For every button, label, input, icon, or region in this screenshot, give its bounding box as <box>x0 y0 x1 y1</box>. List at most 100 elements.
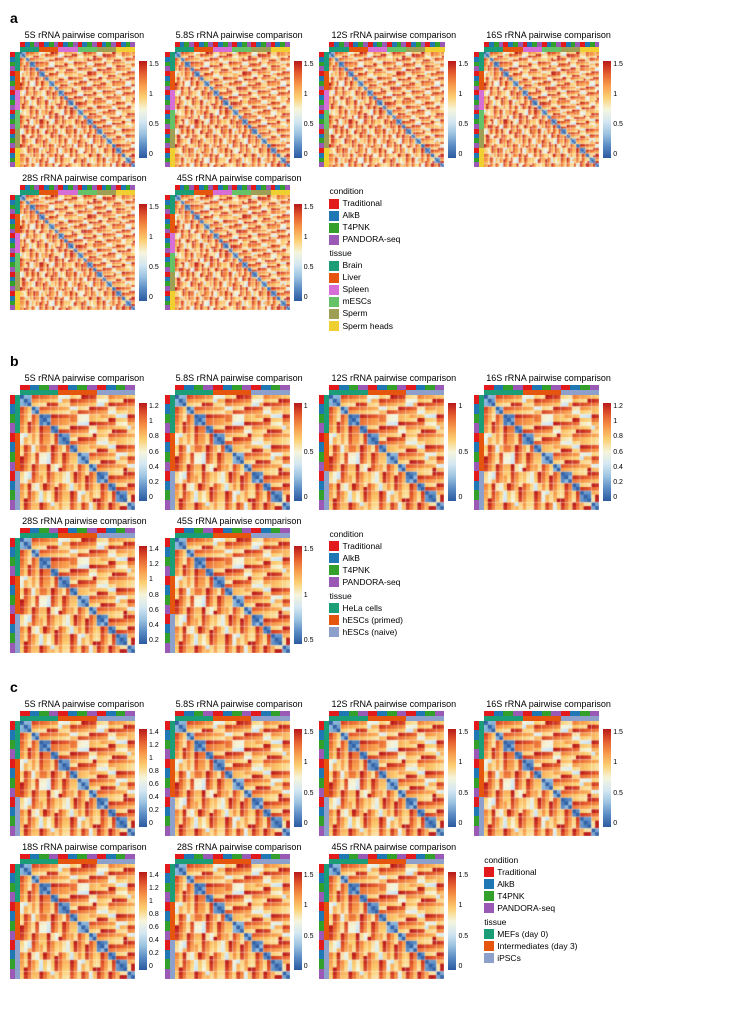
heatmap-block: 45S rRNA pairwise comparison1.510.50 <box>319 842 468 979</box>
colorbar: 1.510.50 <box>448 61 468 159</box>
colorbar-tick: 0.8 <box>149 592 159 599</box>
colorbar-tick: 0 <box>149 494 159 501</box>
corner-spacer <box>10 42 20 52</box>
corner-spacer <box>10 185 20 195</box>
colorbar-ticks: 1.510.50 <box>149 204 159 302</box>
heatmap-block: 12S rRNA pairwise comparison 1.510.50 <box>319 30 468 167</box>
legend-item: PANDORA-seq <box>329 234 400 245</box>
colorbar-tick: 1.4 <box>149 729 159 736</box>
panel-label: a <box>10 10 738 26</box>
colorbar-tick: 1 <box>304 403 314 410</box>
legend-item: hESCs (naive) <box>329 627 402 638</box>
heatmap-canvas <box>175 395 290 510</box>
heatmap-title: 28S rRNA pairwise comparison <box>22 516 147 526</box>
heatmap-title: 45S rRNA pairwise comparison <box>177 173 302 183</box>
colorbar-tick: 0.5 <box>304 264 314 271</box>
corner-spacer <box>474 385 484 395</box>
legend-item: Traditional <box>329 541 402 552</box>
colorbar-tick: 1.5 <box>458 729 468 736</box>
colorbar-tick: 1.5 <box>149 61 159 68</box>
colorbar: 1.510.50 <box>448 729 468 827</box>
colorbar-tick: 0.2 <box>149 807 159 814</box>
colorbar-tick: 0.5 <box>458 933 468 940</box>
legend-item: iPSCs <box>484 953 577 964</box>
legend-item: T4PNK <box>329 565 402 576</box>
legend-label: MEFs (day 0) <box>497 929 548 940</box>
heatmap-row: 28S rRNA pairwise comparison1.510.5045S … <box>10 173 738 333</box>
corner-spacer <box>474 711 484 721</box>
legend-item: AlkB <box>329 210 400 221</box>
heatmap-canvas <box>484 721 599 836</box>
colorbar-gradient <box>603 729 611 827</box>
corner-spacer <box>165 528 175 538</box>
legend-label: Traditional <box>342 198 381 209</box>
heatmap-row: 5S rRNA pairwise comparison1.510.505.8S … <box>10 30 738 173</box>
colorbar: 1.41.210.80.60.40.20 <box>139 872 159 970</box>
colorbar-tick: 0.5 <box>304 790 314 797</box>
colorbar-gradient <box>448 872 456 970</box>
colorbar-tick: 0.5 <box>458 121 468 128</box>
colorbar-tick: 1 <box>149 576 159 583</box>
heatmap-block: 5.8S rRNA pairwise comparison10.50 <box>165 373 314 510</box>
colorbar-tick: 1 <box>304 759 314 766</box>
heatmap-block: 45S rRNA pairwise comparison 1.510.50 <box>165 173 314 310</box>
legend-swatch <box>329 273 339 283</box>
colorbar: 1.510.50 <box>139 204 159 302</box>
colorbar-tick: 1.5 <box>304 729 314 736</box>
corner-spacer <box>10 528 20 538</box>
colorbar-tick: 1.5 <box>304 872 314 879</box>
legend-item: HeLa cells <box>329 603 402 614</box>
colorbar-tick: 1.5 <box>613 61 623 68</box>
legend-swatch <box>329 565 339 575</box>
colorbar-tick: 1 <box>149 898 159 905</box>
legend: conditionTraditionalAlkBT4PNKPANDORA-seq… <box>329 526 402 639</box>
colorbar-ticks: 1.510.50 <box>304 204 314 302</box>
colorbar-tick: 1.2 <box>149 403 159 410</box>
colorbar-tick: 0 <box>149 294 159 301</box>
colorbar-ticks: 1.41.210.80.60.40.2 <box>149 546 159 644</box>
colorbar-ticks: 1.510.5 <box>304 546 314 644</box>
legend-swatch <box>329 211 339 221</box>
corner-spacer <box>165 185 175 195</box>
colorbar-tick: 0.5 <box>613 121 623 128</box>
legend-item: AlkB <box>329 553 402 564</box>
legend-heading-tissue: tissue <box>329 591 402 602</box>
colorbar-gradient <box>294 729 302 827</box>
legend-label: AlkB <box>342 553 359 564</box>
colorbar-tick: 1.5 <box>458 61 468 68</box>
legend-label: T4PNK <box>497 891 524 902</box>
colorbar-tick: 0 <box>458 963 468 970</box>
heatmap-title: 5.8S rRNA pairwise comparison <box>176 373 303 383</box>
colorbar-tick: 0.5 <box>149 264 159 271</box>
colorbar: 1.210.80.60.40.20 <box>603 403 623 501</box>
heatmap-canvas <box>175 195 290 310</box>
heatmap-block: 16S rRNA pairwise comparison1.210.80.60.… <box>474 373 623 510</box>
colorbar-tick: 0.5 <box>304 933 314 940</box>
heatmap-canvas <box>20 395 135 510</box>
legend-label: AlkB <box>342 210 359 221</box>
colorbar-gradient <box>139 61 147 159</box>
legend-label: PANDORA-seq <box>342 234 400 245</box>
colorbar-ticks: 1.510.50 <box>458 61 468 159</box>
colorbar-tick: 1.5 <box>458 872 468 879</box>
colorbar-ticks: 1.41.210.80.60.40.20 <box>149 729 159 827</box>
heatmap-canvas <box>329 395 444 510</box>
colorbar-tick: 0.2 <box>149 950 159 957</box>
colorbar-ticks: 1.510.50 <box>304 872 314 970</box>
heatmap-row: 5S rRNA pairwise comparison1.210.80.60.4… <box>10 373 738 516</box>
colorbar-tick: 0.8 <box>149 911 159 918</box>
colorbar-tick: 0.6 <box>149 449 159 456</box>
legend-swatch <box>329 223 339 233</box>
colorbar-tick: 1.5 <box>149 204 159 211</box>
heatmap-canvas <box>329 864 444 979</box>
legend-label: Intermediates (day 3) <box>497 941 577 952</box>
colorbar-gradient <box>294 403 302 501</box>
legend-swatch <box>329 321 339 331</box>
colorbar: 1.510.50 <box>139 61 159 159</box>
colorbar: 1.510.50 <box>294 729 314 827</box>
colorbar-tick: 1 <box>149 91 159 98</box>
legend-label: T4PNK <box>342 222 369 233</box>
heatmap-title: 12S rRNA pairwise comparison <box>332 30 457 40</box>
legend-label: Sperm heads <box>342 321 393 332</box>
colorbar-tick: 1.5 <box>304 204 314 211</box>
